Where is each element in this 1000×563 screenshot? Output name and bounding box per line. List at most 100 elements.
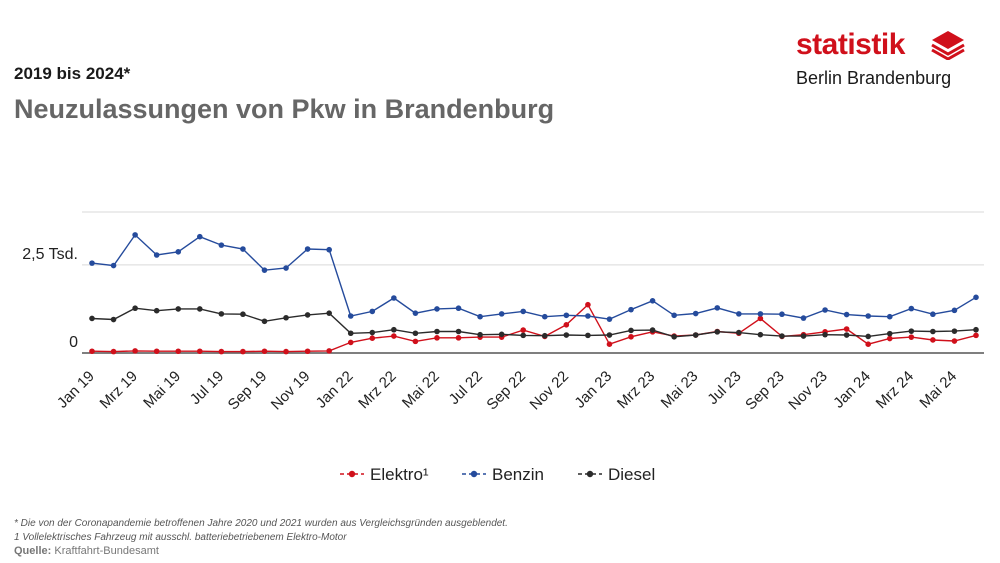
data-point xyxy=(886,330,893,337)
data-point xyxy=(606,332,613,338)
data-point xyxy=(628,306,634,313)
data-point xyxy=(822,307,828,313)
data-point xyxy=(757,315,764,322)
data-point xyxy=(628,327,634,334)
data-point xyxy=(347,339,354,346)
data-point xyxy=(498,311,505,317)
data-point xyxy=(455,335,462,341)
data-point xyxy=(908,334,915,340)
data-point xyxy=(132,232,138,238)
x-tick-label: Jul 23 xyxy=(704,368,744,408)
x-tick-label: Mrz 19 xyxy=(97,368,141,412)
data-point xyxy=(240,348,246,355)
legend-label: Elektro¹ xyxy=(370,465,429,484)
x-tick-label: Jul 19 xyxy=(187,368,227,408)
data-point xyxy=(779,311,785,318)
data-point xyxy=(843,332,850,338)
chart-title: Neuzulassungen von Pkw in Brandenburg xyxy=(14,94,555,124)
x-tick-label: Mai 19 xyxy=(140,368,184,412)
data-point xyxy=(541,332,548,339)
data-point xyxy=(89,260,95,266)
data-point xyxy=(434,328,440,335)
data-point xyxy=(326,246,332,253)
data-point xyxy=(520,332,527,339)
data-point xyxy=(692,332,699,338)
data-point xyxy=(304,348,311,355)
data-point xyxy=(757,331,764,338)
data-point xyxy=(391,295,397,301)
y-tick-label: 2,5 Tsd. xyxy=(22,246,78,263)
data-point xyxy=(779,333,785,339)
legend-label: Benzin xyxy=(492,465,544,484)
data-point xyxy=(886,335,893,342)
x-tick-label: Nov 23 xyxy=(785,368,831,414)
data-point xyxy=(218,348,225,355)
data-point xyxy=(412,310,419,316)
data-point xyxy=(218,242,225,248)
data-point xyxy=(736,329,742,336)
data-point xyxy=(455,328,462,335)
data-point xyxy=(671,312,677,319)
data-point xyxy=(110,262,117,269)
logo-wordmark: statistik xyxy=(796,28,905,61)
data-point xyxy=(649,298,656,304)
data-point xyxy=(606,316,613,322)
x-tick-label: Jul 22 xyxy=(446,368,486,408)
data-point xyxy=(240,246,246,252)
x-tick-label: Mrz 22 xyxy=(355,368,399,412)
data-point xyxy=(369,308,376,315)
data-point xyxy=(606,341,613,347)
legend-marker xyxy=(586,470,594,478)
data-point xyxy=(412,330,419,337)
footnote-elektro: 1 Vollelektrisches Fahrzeug mit ausschl.… xyxy=(14,532,347,543)
data-point xyxy=(865,333,871,340)
data-point xyxy=(843,311,850,318)
x-tick-label: Sep 19 xyxy=(225,368,271,414)
data-point xyxy=(304,246,311,252)
data-point xyxy=(477,331,483,338)
data-point xyxy=(973,294,979,301)
data-point xyxy=(951,307,958,314)
data-point xyxy=(973,332,979,339)
data-point xyxy=(261,267,268,273)
data-point xyxy=(261,348,268,355)
x-tick-label: Mrz 24 xyxy=(873,368,917,412)
data-point xyxy=(89,315,95,322)
source-text: Kraftfahrt-Bundesamt xyxy=(54,545,159,557)
data-point xyxy=(89,348,95,355)
data-point xyxy=(261,318,268,325)
x-tick-label: Mai 23 xyxy=(658,368,702,412)
series-line xyxy=(91,307,977,338)
legend-marker xyxy=(470,470,478,478)
data-point xyxy=(197,348,203,355)
data-point xyxy=(434,335,440,341)
data-point xyxy=(520,327,527,333)
x-tick-label: Jan 22 xyxy=(313,368,357,412)
legend-marker xyxy=(348,470,356,478)
data-point xyxy=(391,333,397,339)
data-point xyxy=(800,333,807,339)
data-point xyxy=(110,348,117,355)
x-tick-label: Jan 19 xyxy=(54,368,98,412)
data-point xyxy=(563,312,570,319)
data-point xyxy=(563,322,570,328)
data-point xyxy=(391,326,397,333)
data-point xyxy=(520,308,527,315)
data-point xyxy=(886,313,893,320)
data-point xyxy=(563,332,570,338)
data-point xyxy=(153,307,160,314)
data-point xyxy=(369,329,376,336)
x-tick-label: Jan 23 xyxy=(571,368,615,412)
data-point xyxy=(218,311,225,317)
data-point xyxy=(671,333,677,340)
data-point xyxy=(477,313,483,320)
data-point xyxy=(692,310,699,317)
source-line: Quelle: Kraftfahrt-Bundesamt xyxy=(14,545,159,557)
data-point xyxy=(455,305,462,312)
data-point xyxy=(930,337,936,343)
x-tick-label: Mrz 23 xyxy=(614,368,658,412)
data-point xyxy=(585,313,591,319)
data-point xyxy=(585,332,591,339)
data-point xyxy=(714,329,721,335)
chart-subtitle: 2019 bis 2024* xyxy=(14,64,131,83)
